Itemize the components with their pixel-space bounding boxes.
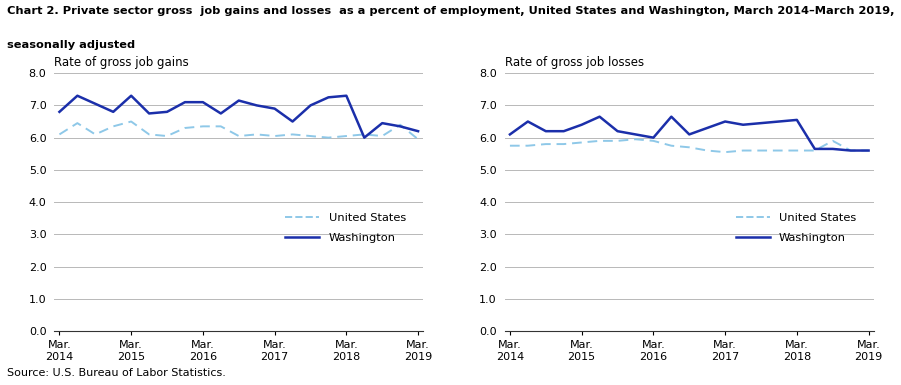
United States [161, 134, 172, 138]
Washington [161, 109, 172, 114]
Washington [251, 103, 262, 108]
Washington [323, 95, 334, 100]
Washington [827, 147, 838, 151]
Text: Chart 2. Private sector gross  job gains and losses  as a percent of employment,: Chart 2. Private sector gross job gains … [7, 6, 895, 16]
Line: Washington: Washington [59, 96, 418, 137]
United States [126, 119, 137, 124]
Washington [126, 94, 137, 98]
Washington [523, 119, 533, 124]
United States [54, 132, 65, 137]
Washington [738, 122, 749, 127]
Washington [612, 129, 623, 134]
Text: seasonally adjusted: seasonally adjusted [7, 40, 135, 50]
Legend: United States, Washington: United States, Washington [281, 208, 410, 248]
Washington [54, 109, 65, 114]
United States [612, 139, 623, 143]
Washington [756, 121, 767, 126]
Washington [359, 135, 369, 140]
Washington [341, 94, 351, 98]
Washington [845, 148, 856, 153]
United States [630, 137, 641, 142]
Washington [684, 132, 695, 137]
Washington [179, 100, 190, 104]
United States [809, 148, 820, 153]
Text: Source: U.S. Bureau of Labor Statistics.: Source: U.S. Bureau of Labor Statistics. [7, 368, 226, 378]
Washington [395, 124, 405, 129]
United States [413, 137, 423, 142]
United States [541, 142, 551, 146]
Washington [541, 129, 551, 134]
Washington [505, 132, 515, 137]
Text: Rate of gross job gains: Rate of gross job gains [54, 56, 189, 69]
United States [197, 124, 208, 129]
United States [323, 135, 334, 140]
United States [648, 139, 659, 143]
Washington [233, 98, 244, 103]
Washington [305, 103, 316, 108]
Text: Rate of gross job losses: Rate of gross job losses [505, 56, 643, 69]
United States [179, 126, 190, 130]
Washington [577, 122, 587, 127]
United States [577, 140, 587, 145]
Washington [559, 129, 569, 134]
Washington [377, 121, 387, 126]
United States [702, 148, 713, 153]
Washington [702, 126, 713, 130]
Washington [648, 135, 659, 140]
United States [359, 132, 369, 137]
United States [774, 148, 785, 153]
Washington [863, 148, 874, 153]
United States [720, 150, 731, 154]
Washington [197, 100, 208, 104]
United States [90, 132, 101, 137]
Washington [413, 129, 423, 134]
United States [684, 145, 695, 150]
United States [269, 134, 280, 138]
United States [251, 132, 262, 137]
Washington [809, 147, 820, 151]
Washington [774, 119, 785, 124]
United States [738, 148, 749, 153]
United States [287, 132, 298, 137]
Washington [630, 132, 641, 137]
United States [523, 143, 533, 148]
United States [395, 122, 405, 127]
Legend: United States, Washington: United States, Washington [732, 208, 860, 248]
Washington [720, 119, 731, 124]
United States [594, 139, 605, 143]
United States [108, 124, 119, 129]
United States [666, 143, 677, 148]
Washington [72, 94, 83, 98]
United States [341, 134, 351, 138]
United States [756, 148, 767, 153]
Washington [791, 117, 802, 122]
Washington [666, 114, 677, 119]
United States [827, 139, 838, 143]
United States [505, 143, 515, 148]
United States [845, 148, 856, 153]
United States [305, 134, 316, 138]
United States [791, 148, 802, 153]
Line: United States: United States [510, 139, 869, 152]
Line: Washington: Washington [510, 117, 869, 151]
Washington [269, 106, 280, 111]
United States [559, 142, 569, 146]
Washington [143, 111, 154, 116]
Washington [287, 119, 298, 124]
Line: United States: United States [59, 122, 418, 139]
United States [233, 134, 244, 138]
United States [377, 134, 387, 138]
Washington [90, 102, 101, 106]
Washington [594, 114, 605, 119]
Washington [108, 109, 119, 114]
United States [863, 148, 874, 153]
Washington [215, 111, 226, 116]
United States [72, 121, 83, 126]
United States [215, 124, 226, 129]
United States [143, 132, 154, 137]
